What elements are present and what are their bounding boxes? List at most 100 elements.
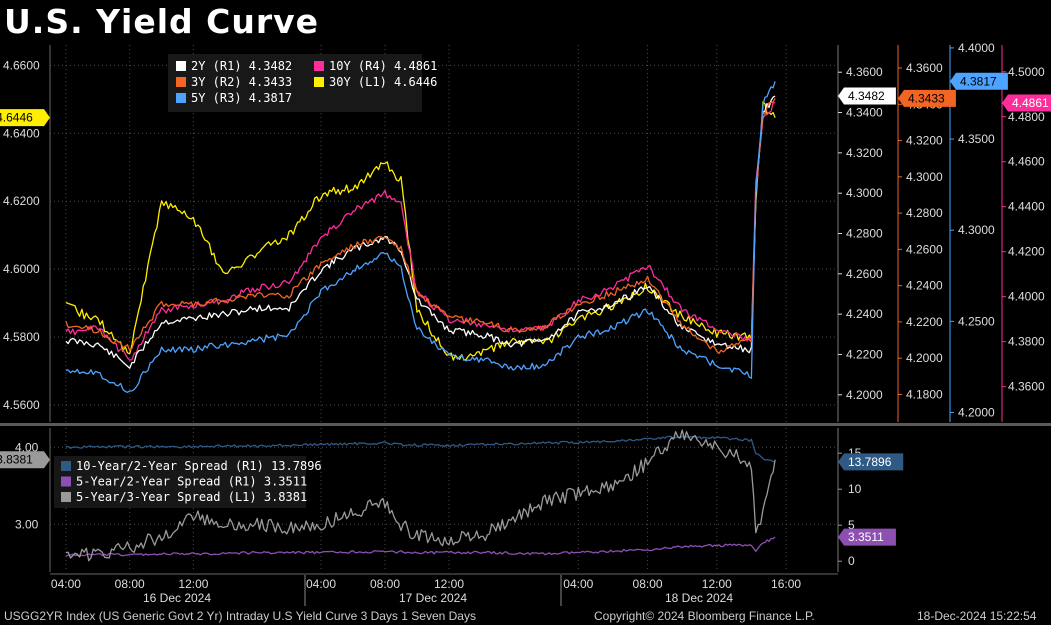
right-axis-tick-r1: 4.3000: [846, 186, 883, 200]
last-tag-r1: 4.3482: [838, 87, 896, 105]
day-label: 16 Dec 2024: [143, 591, 211, 605]
right-axis-tick-r2: 4.2600: [906, 242, 943, 256]
upper-panel-grid: [0, 45, 1051, 426]
last-tag-r3-text: 4.3817: [960, 74, 997, 88]
last-tag-l1: 4.6446: [0, 109, 50, 127]
left-axis-tick: 4.6600: [3, 58, 40, 72]
x-tick-label: 12:00: [178, 577, 208, 591]
right-axis-tick-r2: 4.3000: [906, 170, 943, 184]
last-tag-spread-5-2-bg: [838, 528, 896, 546]
right-axis-tick-r3: 4.4000: [958, 41, 995, 55]
lower-legend-swatch: [61, 476, 71, 487]
legend-swatch: [314, 77, 324, 87]
lower-legend-label: 5-Year/2-Year Spread (R1) 3.3511: [76, 475, 307, 489]
last-tag-r2: 4.3433: [898, 89, 956, 107]
left-axis-tick: 4.5800: [3, 330, 40, 344]
right-axis-tick-r1: 4.2000: [846, 388, 883, 402]
right-axis-tick-r1: 4.3200: [846, 146, 883, 160]
last-tag-spread-10-2: 13.7896: [838, 453, 904, 471]
last-tag-r3-bg: [950, 72, 1008, 90]
lower-legend-box: [54, 456, 306, 508]
lower-left-axis-tick: 3.00: [15, 517, 39, 531]
x-axis: 04:00 08:00 12:00 04:00 08:00 12:00 04:00 08:00…: [50, 573, 838, 606]
last-tag-r2-text: 4.3433: [908, 91, 945, 105]
legends: 2Y (R1) 4.3482 10Y (R4) 4.4861 3Y (R2) 4.3…: [54, 54, 437, 508]
series-line-30y: [65, 101, 776, 361]
x-tick-label: 08:00: [115, 577, 145, 591]
right-axis-tick-r4: 4.4000: [1008, 290, 1045, 304]
lower-right-axis-tick: 5: [848, 518, 855, 532]
legend-swatch: [314, 61, 324, 71]
page-title: U.S. Yield Curve: [4, 2, 320, 41]
legend-label: 2Y (R1) 4.3482: [191, 59, 292, 73]
spread-line-2: [65, 536, 776, 558]
x-tick-label: 12:00: [702, 577, 732, 591]
series-line-2y: [65, 95, 776, 369]
right-axis-tick-r2: 4.1800: [906, 387, 943, 401]
left-axis-tick: 4.6000: [3, 262, 40, 276]
last-tag-l1-text: 4.6446: [0, 111, 33, 125]
right-axis-tick-r3: 4.3000: [958, 223, 995, 237]
last-tag-spread-l1: 3.8381: [0, 451, 50, 469]
legend-label: 5Y (R3) 4.3817: [191, 91, 292, 105]
day-label: 17 Dec 2024: [399, 591, 467, 605]
last-tag-spread-l1-bg: [0, 451, 50, 469]
lower-legend-swatch: [61, 492, 71, 502]
right-axis-tick-r4: 4.4800: [1008, 110, 1045, 124]
legend-label: 3Y (R2) 4.3433: [191, 75, 292, 89]
x-tick-label: 04:00: [51, 577, 81, 591]
right-axis-tick-r2: 4.3200: [906, 134, 943, 148]
legend-swatch: [176, 93, 186, 103]
x-tick-label: 12:00: [434, 577, 464, 591]
last-tag-spread-5-2-text: 3.3511: [848, 530, 884, 544]
legend-swatch: [176, 77, 186, 87]
last-tag-spread-5-2: 3.3511: [838, 528, 896, 546]
yield-curve-chart: 4.6600 4.6400 4.6200 4.6000 4.5800 4.5600 4.36…: [0, 41, 1051, 606]
right-axis-tick-r1: 4.2600: [846, 267, 883, 281]
right-axis-tick-r1: 4.2200: [846, 347, 883, 361]
left-axis-tick: 4.6400: [3, 126, 40, 140]
left-axis-tick: 4.6200: [3, 194, 40, 208]
lower-right-axis-tick: 10: [848, 482, 862, 496]
right-axis-tick-r4: 4.4400: [1008, 200, 1045, 214]
day-label: 18 Dec 2024: [665, 591, 733, 605]
right-axis-tick-r4: 4.4600: [1008, 155, 1045, 169]
last-tag-spread-10-2-bg: [838, 453, 904, 471]
right-axis-tick-r1: 4.2800: [846, 227, 883, 241]
axes[interactable]: 4.6600 4.6400 4.6200 4.6000 4.5800 4.5600 4.36…: [0, 41, 1051, 572]
spread-line-1: [65, 435, 776, 463]
right-axis-tick-r2: 4.3600: [906, 61, 943, 75]
last-tag-r4-bg: [1002, 94, 1051, 112]
last-tag-r4-text: 4.4861: [1012, 96, 1049, 110]
x-tick-label: 04:00: [306, 577, 336, 591]
x-tick-label: 08:00: [633, 577, 663, 591]
right-axis-tick-r4: 4.3800: [1008, 335, 1045, 349]
last-tag-l1-bg: [0, 109, 50, 127]
right-axis-tick-r4: 4.4200: [1008, 245, 1045, 259]
right-axis-tick-r1: 4.3600: [846, 65, 883, 79]
lower-legend-label: 5-Year/3-Year Spread (L1) 3.8381: [76, 490, 307, 504]
x-tick-label: 08:00: [370, 577, 400, 591]
legend-swatch: [176, 61, 186, 71]
spread-line-3: [65, 429, 776, 562]
upper-legend-box: [168, 54, 422, 112]
lower-panel-lines: [65, 429, 776, 562]
last-tag-r1-bg: [838, 87, 896, 105]
right-axis-tick-r1: 4.2400: [846, 307, 883, 321]
last-tag-r2-bg: [898, 89, 956, 107]
series-line-10y: [65, 101, 776, 361]
lower-left-axis-tick: 4.00: [15, 440, 39, 454]
last-tag-r3: 4.3817: [950, 72, 1008, 90]
right-axis-tick-r3: 4.3500: [958, 132, 995, 146]
footer-copyright: Copyright© 2024 Bloomberg Finance L.P.: [594, 609, 815, 623]
legend-label: 30Y (L1) 4.6446: [329, 75, 437, 89]
last-tag-spread-l1-text: 3.8381: [0, 453, 33, 467]
last-tag-r1-text: 4.3482: [848, 89, 885, 103]
lower-legend-swatch: [61, 461, 71, 471]
right-axis-tick-r3: 4.2500: [958, 314, 995, 328]
panel-divider: [0, 423, 1051, 426]
right-axis-tick-r2: 4.2800: [906, 206, 943, 220]
upper-panel-lines: [65, 81, 776, 393]
series-line-5y: [65, 81, 776, 393]
last-tag-r4: 4.4861: [1002, 94, 1051, 112]
